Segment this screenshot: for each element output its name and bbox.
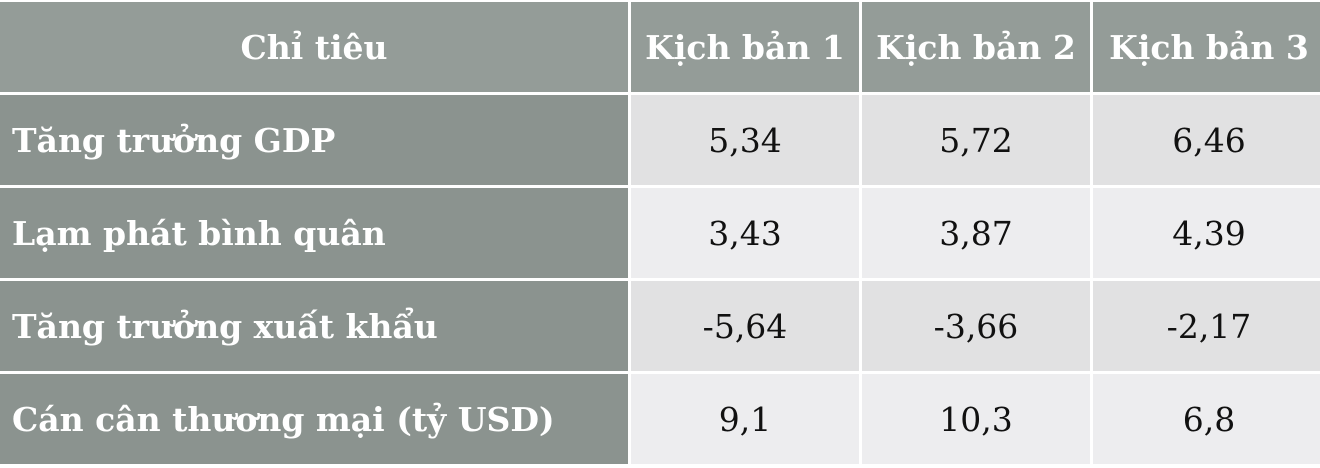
value-cell: 6,8 — [1093, 374, 1320, 464]
value-cell: 9,1 — [631, 374, 859, 464]
row-label: Tăng trưởng xuất khẩu — [0, 281, 628, 371]
table-row: Cán cân thương mại (tỷ USD) 9,1 10,3 6,8 — [0, 374, 1320, 464]
row-label: Cán cân thương mại (tỷ USD) — [0, 374, 628, 464]
header-cell: Kịch bản 2 — [862, 2, 1090, 92]
value-cell: 5,72 — [862, 95, 1090, 185]
value-cell: 6,46 — [1093, 95, 1320, 185]
row-label: Lạm phát bình quân — [0, 188, 628, 278]
header-cell: Chỉ tiêu — [0, 2, 628, 92]
header-row: Chỉ tiêu Kịch bản 1 Kịch bản 2 Kịch bản … — [0, 2, 1320, 92]
table-row: Tăng trưởng xuất khẩu -5,64 -3,66 -2,17 — [0, 281, 1320, 371]
value-cell: -5,64 — [631, 281, 859, 371]
value-cell: 5,34 — [631, 95, 859, 185]
table-body: Tăng trưởng GDP 5,34 5,72 6,46 Lạm phát bình… — [0, 95, 1320, 464]
value-cell: 10,3 — [862, 374, 1090, 464]
table-row: Lạm phát bình quân 3,43 3,87 4,39 — [0, 188, 1320, 278]
value-cell: -2,17 — [1093, 281, 1320, 371]
header-cell: Kịch bản 3 — [1093, 2, 1320, 92]
table-row: Tăng trưởng GDP 5,34 5,72 6,46 — [0, 95, 1320, 185]
value-cell: 3,43 — [631, 188, 859, 278]
header-cell: Kịch bản 1 — [631, 2, 859, 92]
value-cell: 4,39 — [1093, 188, 1320, 278]
value-cell: 3,87 — [862, 188, 1090, 278]
row-label: Tăng trưởng GDP — [0, 95, 628, 185]
value-cell: -3,66 — [862, 281, 1090, 371]
